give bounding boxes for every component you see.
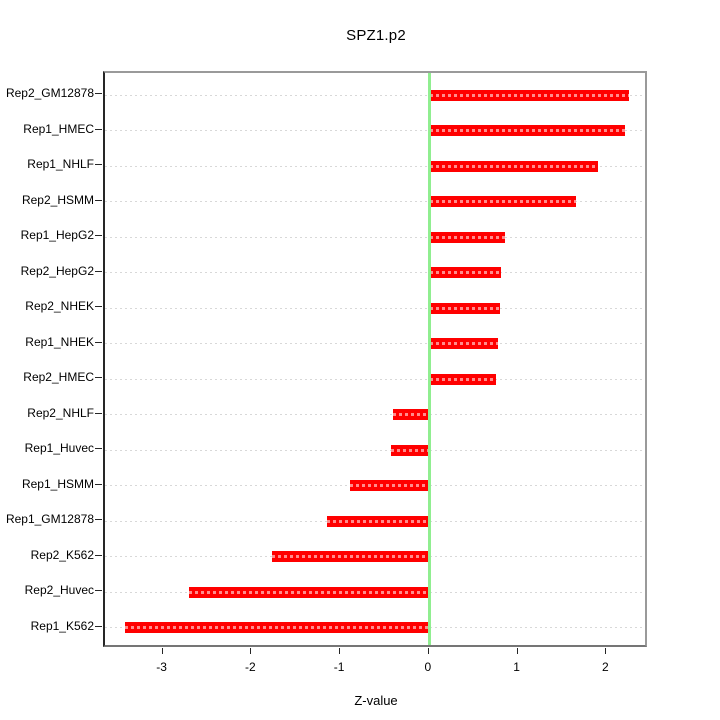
bar-inner-dashes xyxy=(429,129,626,132)
bar-inner-dashes xyxy=(429,200,577,203)
y-tick xyxy=(95,519,102,520)
y-axis-label: Rep2_K562 xyxy=(30,547,94,562)
y-axis-label: Rep2_NHEK xyxy=(25,299,94,313)
bar-inner-dashes xyxy=(349,484,430,487)
y-axis-label: Rep1_NHEK xyxy=(25,334,94,349)
bar-Rep2_NHEK xyxy=(429,302,500,314)
x-tick xyxy=(427,648,429,654)
bar-Rep2_HSMM xyxy=(429,196,577,207)
gridline xyxy=(105,94,645,96)
y-axis-label: Rep1_HSMM xyxy=(21,476,94,491)
y-axis-label: Rep1_Huvec xyxy=(24,441,94,455)
x-tick-label: -3 xyxy=(156,660,167,674)
x-tick-label: -1 xyxy=(333,660,345,674)
y-axis-label: Rep2_HepG2 xyxy=(20,263,94,278)
bar-Rep2_Huvec xyxy=(189,586,430,598)
bar-Rep2_GM12878 xyxy=(429,89,629,101)
gridline xyxy=(105,343,645,344)
bar-inner-dashes xyxy=(429,342,499,345)
bar-Rep2_NHLF xyxy=(393,409,430,420)
bar-Rep2_HMEC xyxy=(429,373,497,385)
bar-inner-dashes xyxy=(429,235,506,239)
x-tick-label: 2 xyxy=(601,660,609,674)
bar-Rep1_HepG2 xyxy=(429,231,506,243)
y-tick xyxy=(95,235,102,236)
gridline xyxy=(105,130,645,131)
bar-inner-dashes xyxy=(390,448,430,452)
y-axis-label: Rep1_HepG2 xyxy=(20,228,94,242)
bar-Rep1_HMEC xyxy=(429,125,626,136)
y-tick xyxy=(95,554,102,556)
y-tick xyxy=(95,377,102,378)
y-tick xyxy=(95,164,102,165)
bar-inner-dashes xyxy=(326,519,430,523)
bar-Rep2_HepG2 xyxy=(429,267,501,278)
bar-inner-dashes xyxy=(429,164,598,168)
y-tick xyxy=(95,199,102,201)
bar-inner-dashes xyxy=(125,626,430,629)
y-tick xyxy=(95,270,102,272)
y-tick xyxy=(95,306,102,307)
y-tick xyxy=(95,128,102,130)
gridline xyxy=(105,165,645,167)
bar-Rep2_K562 xyxy=(271,551,430,562)
bar-inner-dashes xyxy=(189,590,430,594)
gridline xyxy=(105,307,645,309)
x-tick xyxy=(161,648,163,654)
x-tick xyxy=(250,648,252,654)
bar-Rep1_Huvec xyxy=(390,444,430,456)
bar-inner-dashes xyxy=(429,93,629,97)
bar-inner-dashes xyxy=(429,306,500,310)
bar-inner-dashes xyxy=(393,413,430,416)
bar-Rep1_NHLF xyxy=(429,160,598,172)
y-axis-label: Rep2_NHLF xyxy=(27,405,94,420)
gridline xyxy=(105,414,645,415)
gridline xyxy=(105,378,645,380)
y-tick xyxy=(95,412,102,414)
chart-title: SPZ1.p2 xyxy=(346,27,406,44)
y-axis-label: Rep1_HMEC xyxy=(23,121,94,136)
x-tick-label: 1 xyxy=(513,660,520,674)
bar-Rep1_NHEK xyxy=(429,338,499,349)
y-axis-label: Rep2_GM12878 xyxy=(5,86,94,100)
y-axis-label: Rep1_NHLF xyxy=(27,157,94,171)
x-axis-title: Z-value xyxy=(354,693,398,708)
bar-inner-dashes xyxy=(271,555,430,558)
gridline xyxy=(105,201,645,202)
zero-reference-line xyxy=(428,73,432,645)
y-tick xyxy=(95,448,102,449)
gridline xyxy=(105,272,645,273)
plot-area xyxy=(103,71,647,647)
y-tick xyxy=(95,93,102,94)
y-axis-label: Rep2_HMEC xyxy=(23,370,94,384)
bar-Rep1_K562 xyxy=(125,622,430,633)
bar-Rep1_GM12878 xyxy=(326,515,430,527)
gridline xyxy=(105,236,645,238)
y-tick xyxy=(95,625,102,627)
y-tick xyxy=(95,341,102,343)
bar-Rep1_HSMM xyxy=(349,480,430,491)
x-tick-label: 0 xyxy=(424,660,432,674)
y-axis-label: Rep1_K562 xyxy=(30,618,94,633)
gridline xyxy=(105,449,645,451)
x-tick xyxy=(516,648,518,654)
y-tick xyxy=(95,590,102,591)
y-tick xyxy=(95,483,102,485)
bar-inner-dashes xyxy=(429,377,497,381)
bar-inner-dashes xyxy=(429,271,501,274)
x-tick xyxy=(605,648,607,654)
x-tick xyxy=(339,648,341,654)
y-axis-label: Rep2_Huvec xyxy=(24,583,94,597)
y-axis-label: Rep1_GM12878 xyxy=(5,512,94,526)
y-axis-label: Rep2_HSMM xyxy=(21,192,94,207)
x-tick-label: -2 xyxy=(244,660,256,674)
